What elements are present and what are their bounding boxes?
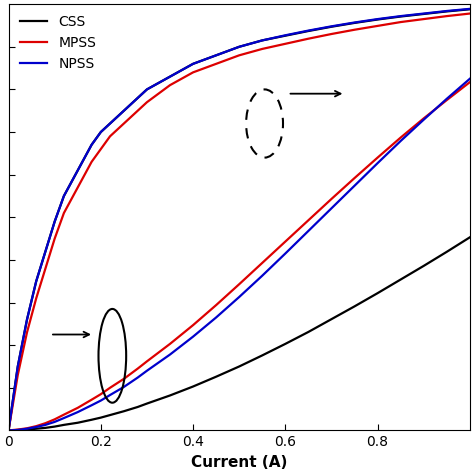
CSS — [283, 33, 288, 38]
CSS — [33, 278, 39, 284]
NPSS — [121, 108, 127, 114]
MPSS — [135, 108, 141, 114]
NPSS — [352, 19, 357, 25]
NPSS — [15, 364, 20, 369]
MPSS — [259, 46, 265, 52]
NPSS — [421, 11, 427, 17]
CSS — [107, 121, 113, 127]
MPSS — [283, 41, 288, 46]
NPSS — [259, 37, 265, 43]
CSS — [328, 24, 334, 29]
NPSS — [43, 248, 48, 254]
MPSS — [213, 61, 219, 67]
MPSS — [467, 11, 473, 17]
NPSS — [306, 28, 311, 34]
CSS — [24, 317, 30, 322]
NPSS — [89, 142, 94, 148]
CSS — [306, 28, 311, 34]
NPSS — [283, 32, 288, 38]
NPSS — [52, 219, 57, 224]
CSS — [75, 168, 81, 173]
MPSS — [144, 100, 150, 105]
NPSS — [33, 278, 39, 284]
NPSS — [213, 53, 219, 58]
MPSS — [15, 372, 20, 378]
MPSS — [98, 146, 104, 152]
X-axis label: Current (A): Current (A) — [191, 455, 287, 470]
MPSS — [24, 329, 30, 335]
CSS — [61, 193, 67, 199]
CSS — [98, 129, 104, 135]
MPSS — [52, 236, 57, 241]
NPSS — [467, 6, 473, 12]
NPSS — [135, 95, 141, 101]
NPSS — [398, 13, 403, 19]
MPSS — [167, 82, 173, 88]
CSS — [259, 37, 265, 43]
Line: MPSS: MPSS — [9, 14, 470, 430]
MPSS — [352, 27, 357, 33]
MPSS — [43, 265, 48, 271]
MPSS — [6, 428, 11, 433]
CSS — [89, 142, 94, 148]
NPSS — [237, 44, 242, 50]
MPSS — [237, 53, 242, 58]
NPSS — [24, 317, 30, 322]
MPSS — [33, 295, 39, 301]
NPSS — [98, 129, 104, 135]
CSS — [237, 44, 242, 50]
CSS — [135, 95, 141, 101]
MPSS — [306, 36, 311, 42]
NPSS — [444, 8, 450, 14]
CSS — [421, 11, 427, 17]
NPSS — [61, 193, 67, 199]
NPSS — [167, 74, 173, 80]
NPSS — [6, 428, 11, 433]
CSS — [467, 7, 473, 12]
CSS — [375, 17, 381, 22]
CSS — [444, 9, 450, 14]
CSS — [398, 14, 403, 19]
MPSS — [121, 121, 127, 127]
MPSS — [75, 184, 81, 190]
Legend: CSS, MPSS, NPSS: CSS, MPSS, NPSS — [16, 11, 100, 75]
MPSS — [398, 19, 403, 25]
MPSS — [61, 210, 67, 216]
CSS — [190, 61, 196, 67]
MPSS — [444, 13, 450, 19]
NPSS — [107, 121, 113, 127]
CSS — [213, 53, 219, 58]
CSS — [352, 20, 357, 26]
NPSS — [144, 87, 150, 92]
Line: NPSS: NPSS — [9, 9, 470, 430]
CSS — [15, 364, 20, 369]
MPSS — [375, 23, 381, 29]
CSS — [121, 108, 127, 114]
MPSS — [89, 159, 94, 165]
NPSS — [190, 61, 196, 67]
NPSS — [75, 168, 81, 173]
CSS — [43, 248, 48, 254]
CSS — [144, 87, 150, 92]
Line: CSS: CSS — [9, 9, 470, 430]
NPSS — [375, 16, 381, 22]
NPSS — [328, 24, 334, 29]
CSS — [6, 428, 11, 433]
MPSS — [328, 31, 334, 37]
CSS — [167, 74, 173, 80]
MPSS — [107, 134, 113, 139]
MPSS — [421, 16, 427, 22]
CSS — [52, 219, 57, 224]
MPSS — [190, 70, 196, 75]
